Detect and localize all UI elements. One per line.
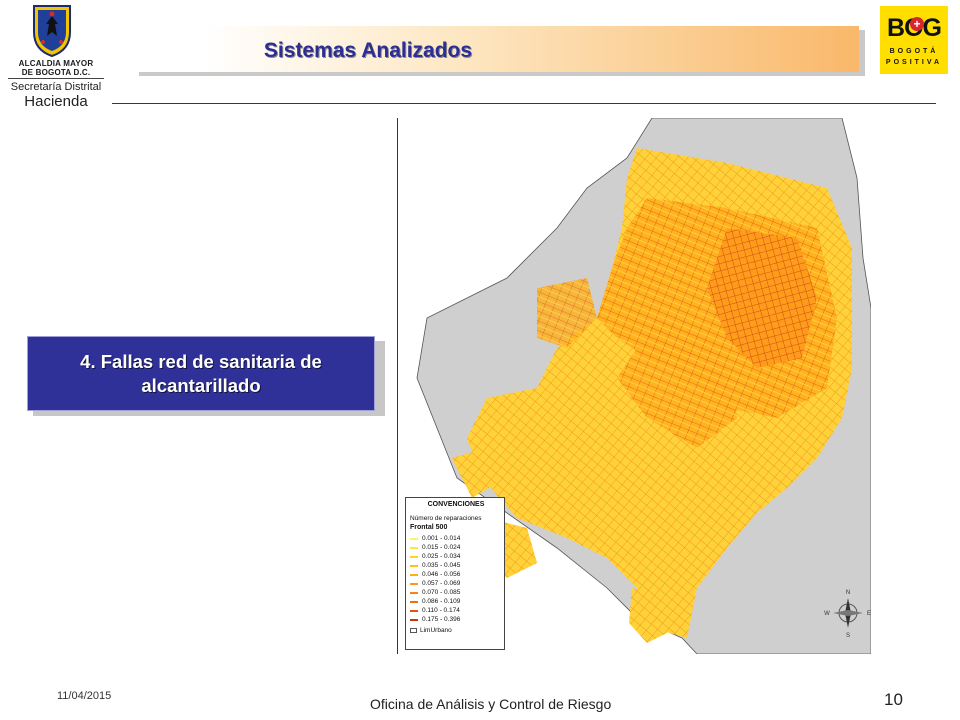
legend-item-label: 0.035 - 0.045 — [422, 562, 461, 569]
legend-swatch — [410, 546, 418, 549]
legend-swatch — [410, 537, 418, 540]
footer-office: Oficina de Análisis y Control de Riesgo — [370, 696, 612, 712]
compass-s: S — [846, 633, 850, 638]
map-legend: CONVENCIONES Número de reparaciones Fron… — [405, 497, 505, 650]
legend-subtitle: Número de reparaciones — [410, 515, 482, 522]
alcaldia-logo: ALCALDIA MAYOR DE BOGOTA D.C. Secretaría… — [0, 0, 112, 112]
bogota-crest-icon — [33, 5, 71, 58]
legend-boundary-label: LimUrbano — [420, 627, 452, 634]
callout-box: 4. Fallas red de sanitaria de alcantaril… — [27, 336, 375, 411]
legend-item-label: 0.015 - 0.024 — [422, 544, 461, 551]
legend-item: 0.001 - 0.014 — [410, 534, 460, 543]
legend-swatch — [410, 618, 418, 621]
legend-item: 0.086 - 0.109 — [410, 597, 460, 606]
legend-swatch — [410, 591, 418, 594]
legend-title: CONVENCIONES — [427, 501, 485, 508]
legend-swatch — [410, 555, 418, 558]
legend-item: 0.046 - 0.056 — [410, 570, 460, 579]
legend-item-label: 0.001 - 0.014 — [422, 535, 461, 542]
logo-text-line3: Secretaría Distrital — [10, 81, 102, 93]
red-cross-icon: + — [910, 17, 924, 31]
logo-text-line4: Hacienda — [24, 93, 88, 110]
logo-text-line1: ALCALDIA MAYOR — [18, 59, 94, 68]
map-frame-edge — [397, 118, 398, 654]
legend-item: 0.025 - 0.034 — [410, 552, 460, 561]
legend-item-label: 0.086 - 0.109 — [422, 598, 461, 605]
legend-item: 0.035 - 0.045 — [410, 561, 460, 570]
legend-item-label: 0.110 - 0.174 — [422, 607, 460, 614]
legend-swatch — [410, 609, 418, 612]
legend-group-label: Frontal 500 — [410, 524, 448, 531]
legend-item: 0.057 - 0.069 — [410, 579, 460, 588]
page-number: 10 — [884, 690, 903, 709]
legend-swatch — [410, 600, 418, 603]
slide-title: Sistemas Analizados — [263, 39, 473, 62]
bog-logo-sub2: POSITIVA — [885, 59, 943, 66]
footer-date: 11/04/2015 — [57, 690, 112, 702]
logo-text-line2: DE BOGOTA D.C. — [21, 68, 91, 77]
title-bar — [133, 26, 859, 72]
legend-item: 0.110 - 0.174 — [410, 606, 460, 615]
legend-item-label: 0.057 - 0.069 — [422, 580, 461, 587]
compass-e: E — [867, 611, 871, 617]
legend-item-label: 0.175 - 0.396 — [422, 616, 461, 623]
legend-swatch — [410, 573, 418, 576]
legend-item: 0.070 - 0.085 — [410, 588, 460, 597]
logo-divider — [8, 78, 104, 79]
legend-boundary-item: LimUrbano — [410, 626, 452, 635]
legend-boundary-swatch — [410, 628, 417, 633]
legend-swatch — [410, 564, 418, 567]
header-divider — [112, 103, 936, 104]
legend-item-label: 0.046 - 0.056 — [422, 571, 461, 578]
callout-box-text: 4. Fallas red de sanitaria de alcantaril… — [80, 350, 322, 396]
compass-n: N — [846, 590, 850, 596]
compass-rose-icon: N S E W — [824, 590, 871, 638]
legend-item-label: 0.070 - 0.085 — [422, 589, 461, 596]
legend-item: 0.175 - 0.396 — [410, 615, 460, 624]
bog-logo-sub1: BOGOTÁ — [889, 48, 939, 55]
compass-w: W — [824, 611, 830, 617]
legend-swatch — [410, 582, 418, 585]
legend-item-label: 0.025 - 0.034 — [422, 553, 461, 560]
map-graphic — [416, 117, 872, 655]
bogota-positiva-logo: BOG + BOGOTÁ POSITIVA — [880, 6, 948, 74]
legend-item: 0.015 - 0.024 — [410, 543, 460, 552]
